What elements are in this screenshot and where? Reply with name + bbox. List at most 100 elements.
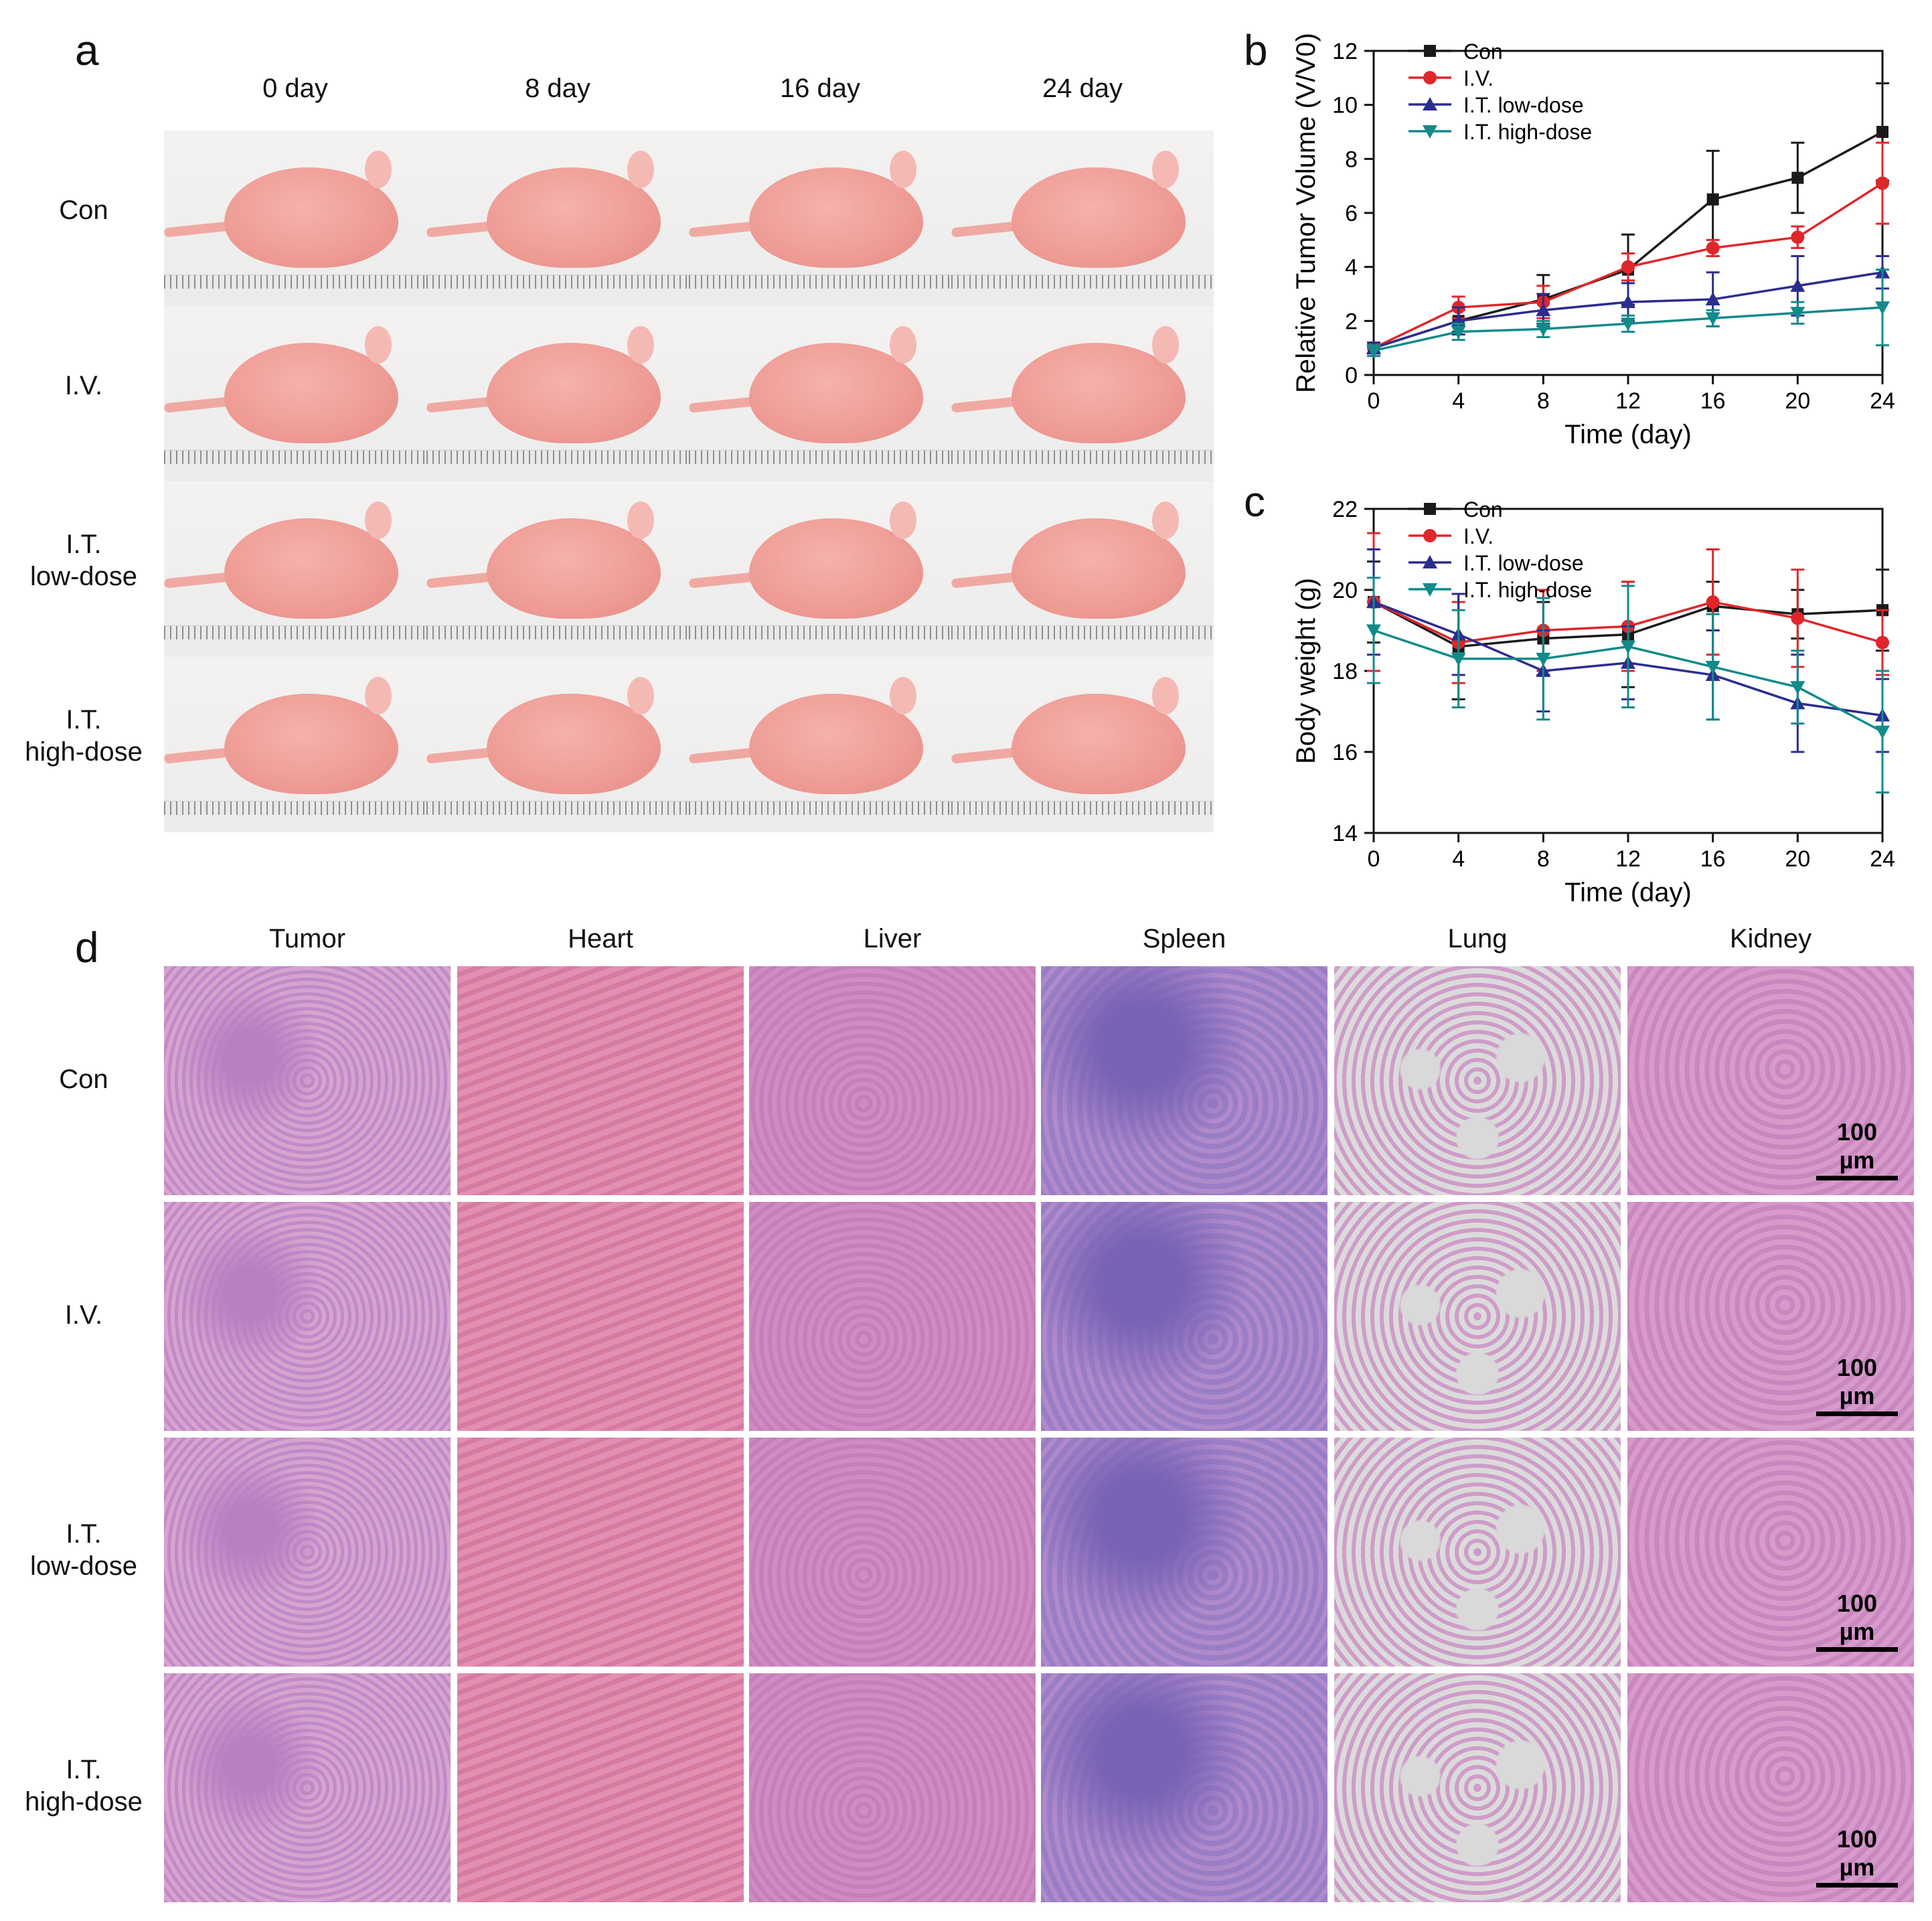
y-tick-label: 0 — [1345, 363, 1358, 388]
histology-image — [457, 1202, 744, 1431]
data-point — [1423, 529, 1437, 542]
x-tick-label: 12 — [1615, 388, 1641, 414]
ruler — [689, 801, 951, 832]
day-header-3: 24 day — [1042, 74, 1123, 103]
mouse-ear — [365, 677, 392, 714]
mouse-ear — [890, 151, 916, 188]
panel-a-label: a — [75, 26, 99, 74]
histology-image — [1041, 1673, 1327, 1902]
mouse-photo — [426, 481, 689, 657]
y-tick-label: 2 — [1345, 309, 1358, 334]
legend-entry-0: Con — [1408, 40, 1503, 64]
mouse-ear — [890, 502, 916, 539]
organ-header-5: Kidney — [1729, 924, 1812, 953]
data-point — [1705, 292, 1720, 306]
data-point — [1621, 295, 1635, 309]
data-point — [1706, 595, 1720, 609]
photo-row-label-2-line1: I.T. — [66, 530, 102, 559]
scale-bar: 100 µm — [1816, 1354, 1898, 1416]
photo-row-label-3-line1: I.T. — [66, 705, 102, 735]
legend-entry-3: I.T. high-dose — [1408, 120, 1592, 144]
histology-image — [457, 966, 744, 1195]
y-tick-label: 10 — [1332, 93, 1358, 119]
data-point — [1451, 652, 1466, 666]
mouse-ear — [365, 502, 392, 539]
histo-row-label-2-line1: I.T. — [66, 1519, 102, 1549]
x-tick-label: 4 — [1452, 846, 1465, 872]
histo-row-label-2-line2: low-dose — [29, 1551, 138, 1581]
x-tick-label: 16 — [1700, 388, 1726, 414]
x-tick-label: 20 — [1785, 388, 1810, 414]
ruler — [951, 275, 1214, 306]
ruler — [426, 275, 689, 306]
x-axis-label: Time (day) — [1564, 878, 1692, 907]
scale-bar: 100 µm — [1816, 1118, 1898, 1180]
data-point — [1451, 325, 1466, 339]
y-tick-label: 22 — [1332, 497, 1358, 522]
scale-bar-line — [1816, 1883, 1898, 1888]
histology-image — [457, 1438, 744, 1667]
data-point — [1423, 555, 1437, 568]
series-3 — [1366, 268, 1890, 358]
day-header-1: 8 day — [525, 74, 590, 103]
data-point — [1875, 725, 1890, 739]
mouse-photo — [426, 306, 689, 481]
histology-image — [164, 966, 451, 1195]
ruler — [951, 625, 1214, 657]
scale-bar: 100 µm — [1816, 1825, 1898, 1888]
y-tick-label: 18 — [1332, 659, 1358, 684]
mouse-photo — [164, 306, 426, 481]
x-tick-label: 12 — [1615, 846, 1641, 872]
legend-label: I.T. high-dose — [1463, 120, 1592, 144]
mouse-photo — [689, 657, 951, 832]
scale-bar-label: 100 µm — [1836, 1118, 1878, 1174]
organ-header-4: Lung — [1447, 924, 1508, 953]
data-point — [1423, 97, 1437, 110]
panel-c-label: c — [1244, 477, 1265, 526]
y-tick-label: 4 — [1345, 255, 1358, 281]
histo-row-label-2: I.T. low-dose — [7, 1518, 161, 1582]
mouse-ear — [1152, 502, 1179, 539]
data-point — [1424, 503, 1436, 515]
data-point — [1536, 652, 1551, 666]
y-tick-label: 16 — [1332, 740, 1358, 765]
data-point — [1366, 344, 1381, 358]
histology-image — [749, 1438, 1036, 1667]
data-point — [1706, 241, 1720, 255]
panel-b-label: b — [1244, 26, 1268, 74]
legend-entry-2: I.T. low-dose — [1408, 551, 1584, 575]
histo-row-label-0: Con — [59, 1065, 108, 1094]
x-tick-label: 0 — [1368, 846, 1380, 872]
data-point — [1423, 71, 1437, 84]
scale-bar-label: 100 µm — [1836, 1590, 1878, 1645]
day-header-0: 0 day — [262, 74, 328, 103]
legend-label: I.T. high-dose — [1463, 578, 1592, 602]
scale-bar-line — [1816, 1176, 1898, 1180]
ruler — [164, 450, 426, 481]
ruler — [426, 625, 689, 657]
x-tick-label: 4 — [1452, 388, 1465, 414]
data-point — [1621, 260, 1635, 274]
mouse-ear — [890, 326, 916, 364]
mouse-ear — [627, 151, 654, 188]
ruler — [951, 801, 1214, 832]
histo-row-label-3-line2: high-dose — [25, 1787, 143, 1817]
scale-bar-line — [1816, 1647, 1898, 1652]
histology-image — [164, 1438, 451, 1667]
organ-header-0: Tumor — [268, 924, 346, 953]
histology-image — [1334, 1202, 1621, 1431]
x-axis-label: Time (day) — [1564, 420, 1692, 449]
data-point — [1875, 301, 1890, 315]
histology-image — [749, 1202, 1036, 1431]
histology-image — [749, 966, 1036, 1195]
data-point — [1876, 176, 1889, 190]
body-weight-chart: 14 16 18 20 22 0 4 8 12 16 20 24 Time (day) Body weig… — [1291, 497, 1895, 907]
data-point — [1876, 635, 1889, 649]
ruler — [689, 450, 951, 481]
y-tick-label: 8 — [1345, 147, 1358, 172]
x-tick-label: 8 — [1537, 846, 1550, 872]
histology-image — [1041, 1202, 1327, 1431]
y-tick-label: 14 — [1332, 821, 1358, 846]
mouse-ear — [1152, 326, 1179, 364]
data-point — [1423, 583, 1437, 597]
